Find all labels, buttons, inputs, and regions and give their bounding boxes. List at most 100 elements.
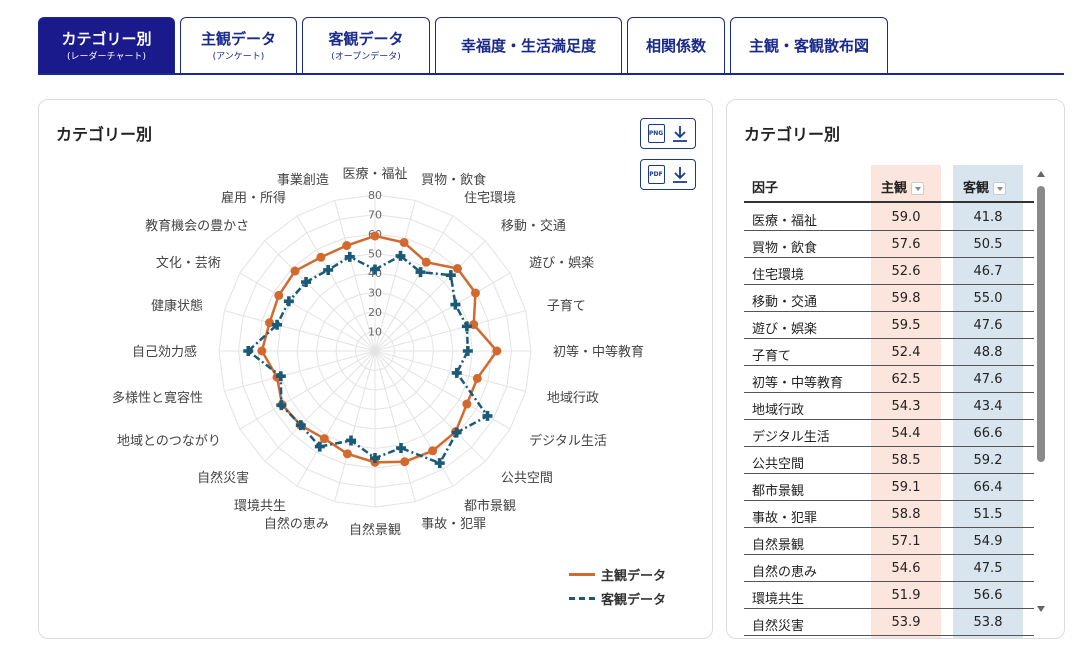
tab-sublabel: (オープンデータ)	[331, 51, 401, 62]
category-label: 医療・福祉	[342, 167, 407, 182]
data-point-objective	[482, 410, 493, 421]
table-row: 地域行政 54.3 43.4	[744, 393, 1034, 420]
table-panel-title: カテゴリー別	[744, 125, 841, 144]
data-point-objective	[346, 435, 357, 446]
data-point-subjective	[342, 449, 352, 459]
cell-o: 51.5	[973, 507, 1003, 522]
table-row: デジタル生活 54.4 66.6	[744, 420, 1034, 447]
grid-spoke	[296, 350, 376, 487]
grid-spoke	[224, 350, 376, 392]
category-label: 自己効力感	[132, 344, 197, 360]
cell-s: 51.9	[891, 588, 921, 603]
category-label: 子育て	[547, 298, 586, 314]
cell-o: 53.8	[973, 615, 1003, 630]
grid-spoke	[374, 215, 454, 352]
cell-o: 55.0	[973, 291, 1003, 306]
cell-o: 47.6	[973, 372, 1003, 387]
data-point-subjective	[316, 252, 326, 262]
cell-o: 48.8	[973, 345, 1003, 360]
tab-1[interactable]: 主観データ (アンケート)	[180, 17, 297, 74]
data-point-objective	[243, 346, 254, 356]
data-point-subjective	[370, 231, 380, 241]
category-label: 環境共生	[234, 499, 286, 514]
data-point-objective	[395, 250, 406, 261]
download-png-button[interactable]: PNG	[640, 118, 696, 149]
table-row: 公共空間 58.5 59.2	[744, 447, 1034, 474]
scrollbar-thumb[interactable]	[1037, 186, 1045, 462]
category-label: デジタル生活	[529, 433, 607, 449]
tab-5[interactable]: 主観・客観散布図	[730, 17, 888, 74]
cell-o: 50.5	[973, 237, 1003, 252]
data-point-objective	[451, 367, 462, 378]
tab-label: 相関係数	[645, 37, 706, 55]
tab-3[interactable]: 幸福度・生活満足度	[435, 17, 622, 74]
scroll-down-arrow-icon[interactable]	[1037, 606, 1045, 612]
cell-name: 公共空間	[752, 457, 805, 472]
cell-name: デジタル生活	[752, 430, 830, 445]
data-point-objective	[344, 251, 355, 262]
category-label: 地域とのつながり	[117, 434, 221, 449]
radar-chart: 1020304050607080医療・福祉買物・飲食住宅環境移動・交通遊び・娯楽…	[112, 167, 644, 538]
download-pdf-button[interactable]: PDF	[640, 159, 696, 190]
data-point-objective	[323, 264, 334, 275]
cell-name: 住宅環境	[752, 268, 805, 283]
grid-spoke	[239, 350, 376, 430]
category-label: 多様性と寛容性	[112, 390, 203, 406]
category-label: 雇用・所得	[221, 190, 286, 206]
cell-s: 54.6	[891, 561, 921, 576]
cell-name: 事故・犯罪	[752, 511, 818, 526]
cell-s: 58.8	[891, 507, 921, 522]
data-point-subjective	[428, 446, 438, 456]
tick-label: 10	[368, 326, 382, 339]
grid-spoke	[374, 350, 526, 392]
cell-name: 自然景観	[752, 538, 805, 553]
sort-icon[interactable]	[911, 182, 925, 195]
table-row: 都市景観 59.1 66.4	[744, 474, 1034, 501]
data-point-subjective	[470, 288, 480, 298]
table-row: 自然景観 57.1 54.9	[744, 528, 1034, 555]
category-label: 自然景観	[349, 522, 401, 538]
tab-sublabel: (アンケート)	[212, 51, 265, 62]
data-point-subjective	[290, 266, 300, 276]
cell-name: 移動・交通	[752, 295, 818, 310]
sort-icon[interactable]	[993, 182, 1007, 195]
header-subjective[interactable]: 主観	[881, 177, 925, 196]
cell-name: 地域行政	[752, 403, 805, 418]
cell-s: 52.4	[891, 345, 921, 360]
tab-bar: カテゴリー別 (レーダーチャート) 主観データ (アンケート) 客観データ (オープンデー…	[38, 17, 1064, 74]
table-panel: カテゴリー別 因子 主観 客観 医療・福祉 59.0 41.8 買物・飲食 57.6 50…	[726, 99, 1065, 639]
cell-s: 54.3	[891, 399, 921, 414]
cell-name: 自然の恵み	[752, 565, 818, 580]
legend-label-subjective: 主観データ	[601, 568, 667, 584]
header-objective[interactable]: 客観	[963, 177, 1007, 196]
category-label: 自然の恵み	[264, 516, 329, 532]
table-row: 事故・犯罪 58.8 51.5	[744, 501, 1034, 528]
data-point-objective	[283, 296, 294, 307]
grid-spoke	[374, 310, 526, 352]
cell-s: 57.1	[891, 534, 921, 549]
tab-2[interactable]: 客観データ (オープンデータ)	[302, 17, 430, 74]
grid-spoke	[296, 215, 376, 352]
tick-label: 80	[368, 189, 382, 202]
tab-label: 客観データ	[328, 29, 404, 48]
cell-s: 62.5	[891, 372, 921, 387]
table-row: 移動・交通 59.8 55.0	[744, 285, 1034, 312]
tab-4[interactable]: 相関係数	[627, 17, 725, 74]
pdf-file-icon: PDF	[647, 165, 665, 184]
data-point-objective	[295, 420, 306, 431]
data-point-subjective	[319, 434, 329, 444]
data-point-objective	[276, 400, 287, 411]
objective-column-bg	[953, 165, 1023, 638]
data-point-objective	[272, 319, 283, 330]
cell-s: 59.1	[891, 480, 921, 495]
cell-o: 66.6	[973, 426, 1003, 441]
tick-label: 30	[368, 287, 382, 300]
cell-s: 54.4	[891, 426, 921, 441]
header-objective-label: 客観	[963, 181, 990, 196]
table-row: 自然災害 53.9 53.8	[744, 609, 1034, 636]
category-label: 自然災害	[197, 470, 249, 486]
table-row: 買物・飲食 57.6 50.5	[744, 231, 1034, 258]
tab-0[interactable]: カテゴリー別 (レーダーチャート)	[38, 17, 175, 74]
scroll-up-arrow-icon[interactable]	[1037, 171, 1045, 177]
header-factor: 因子	[752, 181, 779, 196]
